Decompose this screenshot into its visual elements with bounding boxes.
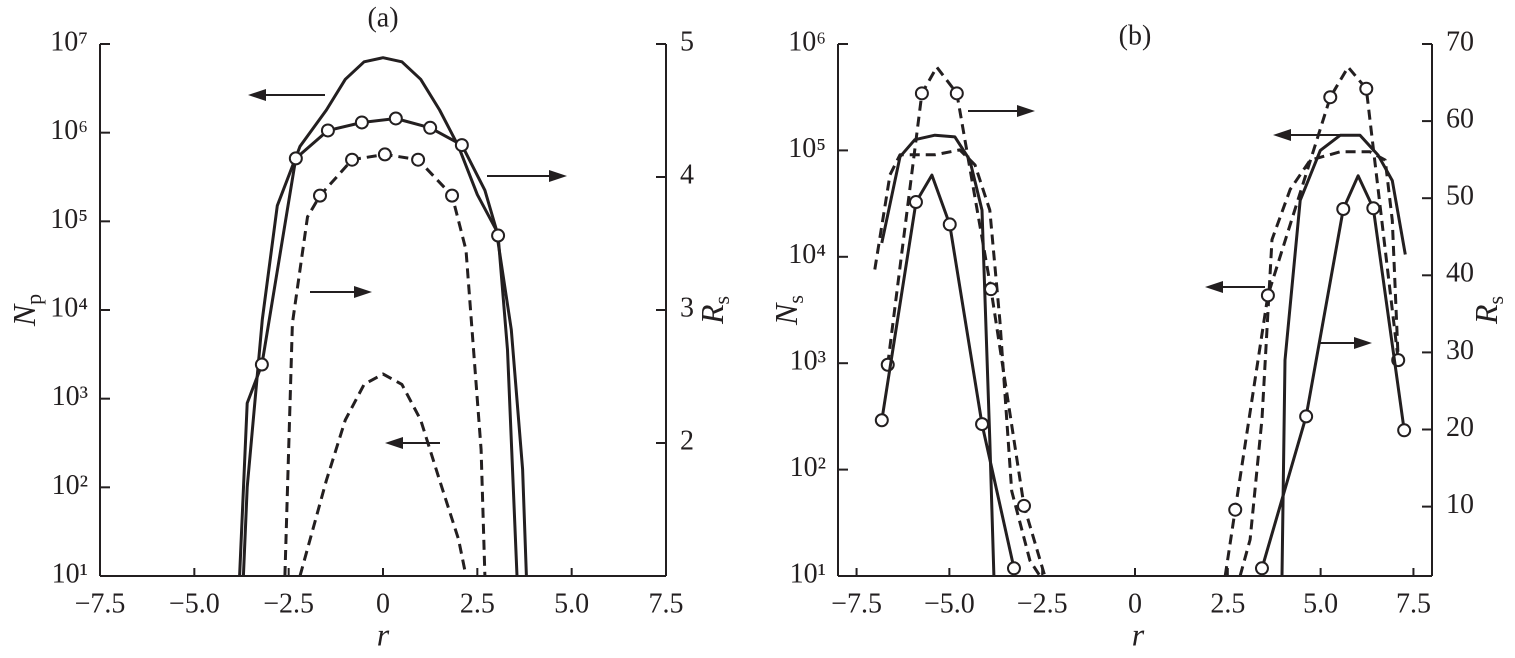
arrow: [248, 89, 325, 101]
x-axis-label: r: [1132, 616, 1145, 652]
marker: [1299, 409, 1314, 424]
marker: [1260, 288, 1275, 303]
marker: [949, 86, 964, 101]
x-tick-label: 2.5: [1210, 588, 1245, 619]
marker: [1006, 561, 1021, 576]
series-line: [283, 152, 487, 577]
marker: [1323, 90, 1338, 105]
y2-tick-label: 50: [1446, 181, 1474, 212]
series-line: [873, 148, 1400, 577]
marker: [345, 152, 360, 167]
x-tick-label: 5.0: [1303, 588, 1338, 619]
y-axis-label-symbol: N: [768, 302, 804, 326]
marker: [411, 152, 426, 167]
x-tick-label: −2.5: [263, 588, 314, 619]
marker: [1397, 423, 1412, 438]
x-tick-label: 2.5: [460, 588, 495, 619]
y-tick-label: 10⁵: [788, 133, 826, 164]
arrow: [310, 286, 372, 298]
y-tick-label: 10⁴: [788, 239, 826, 270]
y-axis-label-subscript: s: [783, 295, 808, 304]
panel-title: (b): [1119, 20, 1152, 51]
marker: [445, 188, 460, 203]
panel-title: (a): [367, 2, 398, 33]
y-tick-label: 10⁵: [50, 204, 88, 235]
arrow: [385, 437, 440, 449]
y-tick-label: 10³: [790, 346, 826, 377]
series-line: [298, 372, 468, 577]
marker: [914, 86, 929, 101]
marker: [908, 195, 923, 210]
y2-tick-label: 2: [680, 425, 694, 456]
x-tick-label: 0: [376, 588, 390, 619]
series-line: [880, 173, 1406, 569]
y-tick-label: 10²: [52, 470, 88, 501]
x-tick-label: −5.0: [169, 588, 220, 619]
marker: [975, 417, 990, 432]
marker: [388, 111, 403, 126]
y2-axis-label: Rs: [694, 296, 734, 325]
y2-tick-label: 40: [1446, 258, 1474, 289]
y2-axis-label: Rs: [1468, 296, 1508, 325]
arrow: [968, 105, 1035, 117]
series-line: [880, 133, 1407, 577]
x-tick-label: 5.0: [554, 588, 589, 619]
y-tick-label: 10⁴: [50, 292, 88, 323]
x-tick-label: −7.5: [831, 588, 882, 619]
y-tick-label: 10¹: [790, 558, 826, 589]
y2-axis-label-symbol: R: [1468, 304, 1504, 325]
marker: [1228, 502, 1243, 517]
y-tick-label: 10⁷: [50, 26, 88, 57]
x-axis-label: r: [377, 616, 390, 652]
arrow: [1273, 129, 1340, 141]
y2-tick-label: 10: [1446, 489, 1474, 520]
marker: [1016, 498, 1031, 513]
marker: [491, 228, 506, 243]
y-tick-label: 10⁶: [50, 115, 88, 146]
y2-axis-label-symbol: R: [694, 304, 730, 325]
marker: [454, 138, 469, 153]
marker: [254, 357, 269, 372]
arrow: [1318, 337, 1372, 349]
marker: [983, 282, 998, 297]
y2-tick-label: 4: [680, 159, 694, 190]
marker: [354, 115, 369, 130]
marker: [320, 123, 335, 138]
y2-tick-label: 5: [680, 26, 694, 57]
y2-tick-label: 70: [1446, 26, 1474, 57]
y-axis-label-symbol: N: [6, 303, 42, 327]
marker: [312, 188, 327, 203]
y-tick-label: 10⁶: [788, 26, 826, 57]
y-axis-label: Ns: [768, 295, 808, 326]
y2-tick-label: 60: [1446, 104, 1474, 135]
y-axis-label-subscript: p: [21, 294, 46, 305]
y-tick-label: 10²: [790, 452, 826, 483]
marker: [1366, 201, 1381, 216]
marker: [1254, 561, 1269, 576]
x-tick-label: 0: [1128, 588, 1142, 619]
y-axis-label: Np: [6, 294, 46, 327]
y2-tick-label: 30: [1446, 335, 1474, 366]
y2-axis-label-subscript: s: [709, 296, 734, 305]
marker: [1359, 81, 1374, 96]
marker: [942, 217, 957, 232]
marker: [874, 413, 889, 428]
x-tick-label: −2.5: [1017, 588, 1068, 619]
arrow: [1205, 281, 1265, 293]
y-tick-label: 10¹: [52, 558, 88, 589]
marker: [288, 151, 303, 166]
x-tick-label: −7.5: [75, 588, 126, 619]
y2-axis-label-subscript: s: [1483, 296, 1508, 305]
x-tick-label: −5.0: [924, 588, 975, 619]
x-tick-label: 7.5: [649, 588, 684, 619]
marker: [423, 120, 438, 135]
marker: [1336, 201, 1351, 216]
y2-tick-label: 3: [680, 292, 694, 323]
arrow: [487, 170, 567, 182]
y-tick-label: 10³: [52, 381, 88, 412]
marker: [377, 147, 392, 162]
y2-tick-label: 20: [1446, 412, 1474, 443]
x-tick-label: 7.5: [1396, 588, 1431, 619]
